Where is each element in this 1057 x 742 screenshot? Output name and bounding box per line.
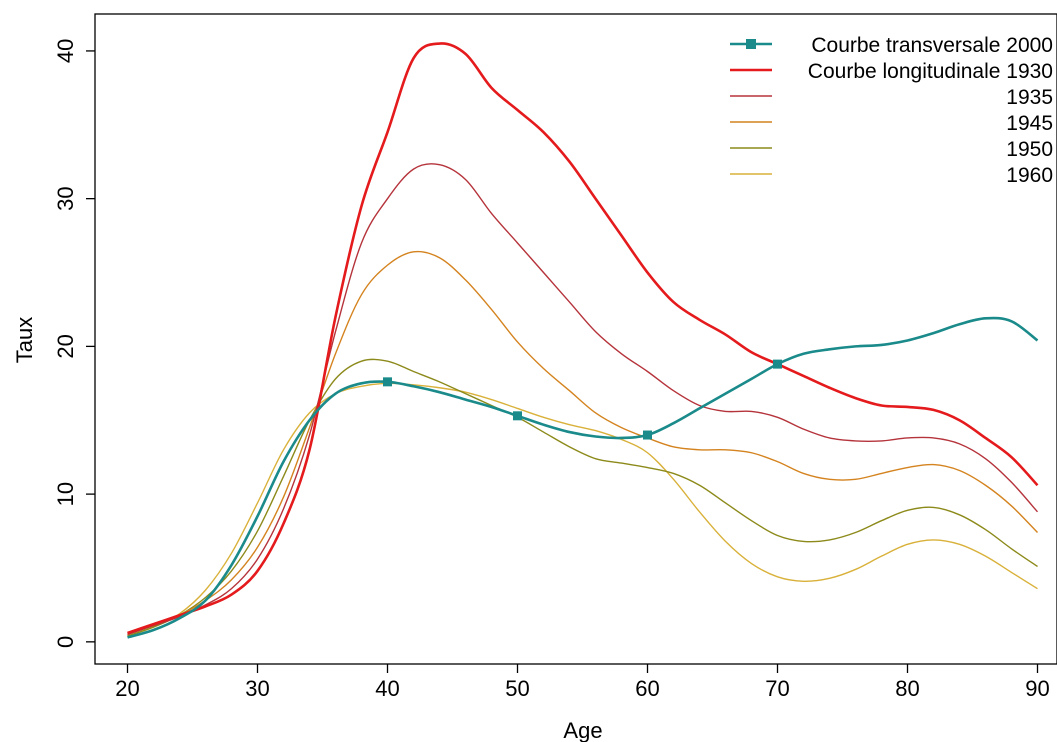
legend-label: 1960 bbox=[1006, 164, 1053, 187]
plot-frame bbox=[94, 13, 1057, 665]
series-line-transversale-2000 bbox=[127, 316, 1039, 639]
y-tick-label: 0 bbox=[53, 636, 78, 648]
y-axis-title: Taux bbox=[12, 317, 37, 363]
legend: Courbe transversale 2000 Courbe longitudi… bbox=[730, 34, 1053, 187]
y-tick-label: 20 bbox=[53, 334, 78, 358]
y-tick-label: 40 bbox=[53, 39, 78, 63]
x-tick-label: 80 bbox=[895, 676, 919, 701]
legend-label: 1950 bbox=[1006, 138, 1053, 161]
series-marker bbox=[773, 359, 782, 369]
series-marker bbox=[383, 377, 392, 387]
x-tick-label: 90 bbox=[1025, 676, 1049, 701]
y-axis: 0 10 20 30 40 bbox=[53, 39, 95, 648]
x-tick-label: 60 bbox=[635, 676, 659, 701]
x-tick-label: 70 bbox=[765, 676, 789, 701]
series-line-1950 bbox=[127, 358, 1038, 637]
series-marker bbox=[643, 430, 652, 440]
series-line-longitudinale-1930 bbox=[127, 42, 1039, 635]
legend-label: 1935 bbox=[1006, 86, 1053, 109]
series-line-1960 bbox=[127, 382, 1038, 637]
y-tick-label: 30 bbox=[53, 186, 78, 210]
legend-label: Courbe transversale 2000 bbox=[811, 34, 1053, 57]
y-tick-label: 10 bbox=[53, 482, 78, 506]
legend-marker bbox=[746, 39, 756, 49]
x-axis: 20 30 40 50 60 70 80 90 bbox=[115, 664, 1050, 701]
series-line-1935 bbox=[127, 163, 1039, 636]
series-line-1945 bbox=[127, 250, 1039, 636]
x-tick-label: 30 bbox=[245, 676, 269, 701]
plot-area bbox=[127, 42, 1039, 639]
x-tick-label: 40 bbox=[375, 676, 399, 701]
x-tick-label: 20 bbox=[115, 676, 139, 701]
x-tick-label: 50 bbox=[505, 676, 529, 701]
series-marker bbox=[513, 411, 522, 421]
legend-label: Courbe longitudinale 1930 bbox=[808, 60, 1053, 83]
x-axis-title: Age bbox=[563, 718, 602, 742]
legend-label: 1945 bbox=[1006, 112, 1053, 135]
